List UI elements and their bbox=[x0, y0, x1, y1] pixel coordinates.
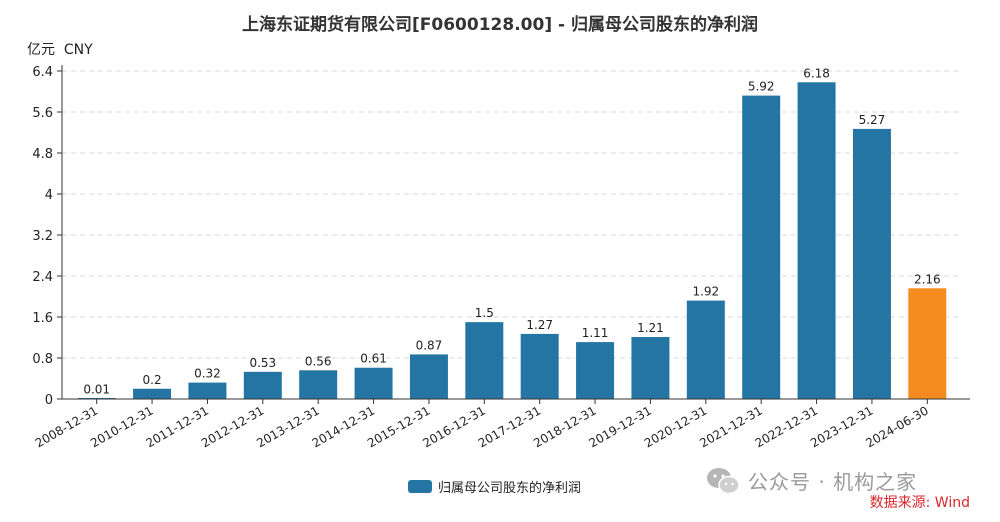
y-tick-label: 0.8 bbox=[32, 352, 53, 367]
bar[interactable] bbox=[742, 95, 781, 399]
legend-swatch bbox=[408, 480, 432, 493]
watermark: 公众号 · 机构之家 bbox=[706, 466, 917, 495]
wechat-icon bbox=[707, 467, 740, 494]
bar[interactable] bbox=[465, 322, 504, 399]
bar[interactable] bbox=[354, 367, 393, 399]
bar-value-label: 5.92 bbox=[748, 80, 775, 94]
bar[interactable] bbox=[299, 370, 338, 399]
bar[interactable] bbox=[520, 333, 559, 399]
bar[interactable] bbox=[243, 371, 282, 399]
bar-value-label: 1.21 bbox=[637, 321, 664, 335]
bar-value-label: 1.11 bbox=[582, 326, 609, 340]
legend[interactable]: 归属母公司股东的净利润 bbox=[408, 477, 581, 496]
bar-value-label: 0.32 bbox=[194, 367, 221, 381]
bar[interactable] bbox=[133, 388, 172, 399]
bar-value-label: 0.87 bbox=[416, 338, 443, 352]
bar-value-label: 2.16 bbox=[914, 272, 941, 286]
y-tick-label: 2.4 bbox=[32, 270, 53, 285]
bar-value-label: 5.27 bbox=[859, 113, 886, 127]
bars: 0.01 0.2 0.32 0.53 0.56 0.61 0.87 1.5 1.27 1.11 1.… bbox=[77, 66, 947, 400]
bar-value-label: 1.5 bbox=[475, 306, 494, 320]
y-tick-label: 3.2 bbox=[32, 229, 53, 244]
bar-value-label: 0.61 bbox=[360, 352, 387, 366]
y-tick-label: 5.6 bbox=[32, 106, 53, 121]
y-tick-label: 0 bbox=[45, 393, 53, 408]
source-note: 数据来源: Wind bbox=[869, 495, 970, 511]
bar[interactable] bbox=[188, 382, 227, 399]
bar-value-label: 0.56 bbox=[305, 354, 332, 368]
bar-value-label: 0.2 bbox=[143, 373, 162, 387]
x-tick-label: 2024-06-30 bbox=[863, 403, 930, 450]
y-tick-label: 6.4 bbox=[32, 65, 53, 80]
bar-value-label: 0.53 bbox=[249, 356, 276, 370]
y-axis-unit-label: 亿元 CNY bbox=[27, 42, 93, 58]
bar[interactable] bbox=[686, 300, 725, 399]
watermark-text: 公众号 · 机构之家 bbox=[748, 470, 918, 494]
bar-value-label: 1.27 bbox=[526, 318, 553, 332]
chart-title: 上海东证期货有限公司[F0600128.00] - 归属母公司股东的净利润 bbox=[242, 15, 758, 35]
y-tick-label: 4.8 bbox=[32, 147, 53, 162]
bar[interactable] bbox=[852, 128, 891, 399]
bar-value-label: 6.18 bbox=[803, 66, 830, 80]
bar[interactable] bbox=[797, 82, 836, 400]
bar[interactable] bbox=[631, 336, 670, 399]
bar[interactable] bbox=[576, 342, 615, 399]
y-tick-label: 1.6 bbox=[32, 311, 53, 326]
bar-value-label: 0.01 bbox=[83, 382, 110, 396]
bar[interactable] bbox=[409, 354, 448, 399]
bar-value-label: 1.92 bbox=[692, 285, 719, 299]
legend-label: 归属母公司股东的净利润 bbox=[438, 481, 582, 496]
y-tick-label: 4 bbox=[45, 188, 53, 203]
bar[interactable] bbox=[908, 288, 947, 399]
